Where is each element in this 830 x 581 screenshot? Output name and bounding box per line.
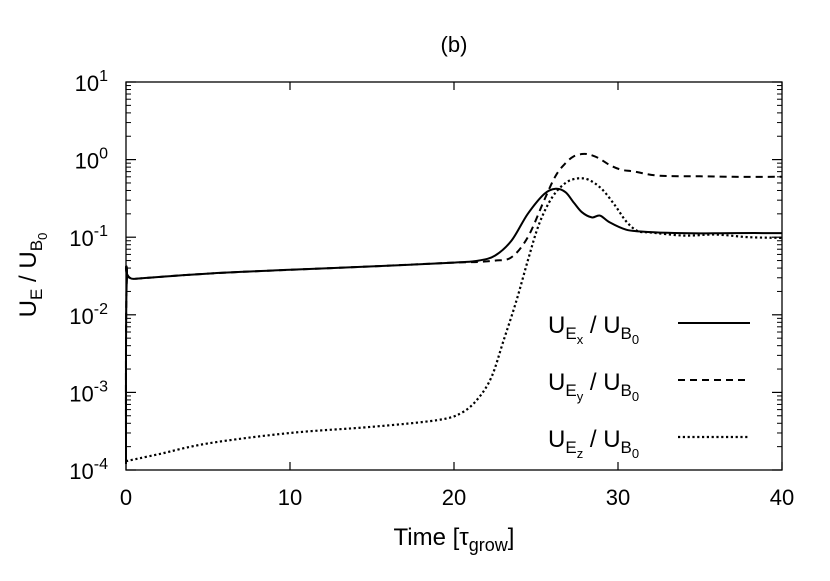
x-axis-label-close: ]: [508, 524, 515, 551]
x-tick-label: 10: [278, 485, 302, 510]
y-axis-label: UE / UB0: [15, 233, 50, 318]
x-tick-label: 40: [770, 485, 794, 510]
legend-label-a-subsub: y: [577, 389, 584, 404]
legend-label-a-subsub: z: [577, 446, 584, 461]
series-line-2: [124, 152, 783, 464]
x-tick-labels: 0 10 20 30 40: [120, 485, 794, 510]
y-axis-label-a: U: [15, 300, 42, 317]
tick-marks: [125, 81, 783, 471]
legend-label-a-sub: E: [565, 381, 576, 400]
y-tick-label-exponent: 0: [99, 146, 108, 163]
legend-label-b-sub: B: [621, 381, 632, 400]
series-layer: [124, 152, 783, 464]
x-axis-label-main: Time [: [394, 524, 460, 551]
y-axis-label-b: U: [15, 251, 42, 268]
legend-label-sep: /: [583, 426, 603, 453]
y-axis-label-b-sub: B: [27, 240, 46, 251]
y-tick-label-exponent: -4: [94, 456, 108, 473]
legend-label-2: UEy / UB0: [548, 369, 639, 404]
y-tick-label-base: 10: [75, 71, 99, 96]
legend-label-b: U: [603, 369, 620, 396]
legend-label-a-subsub: x: [577, 332, 584, 347]
legend-label-a: U: [548, 369, 565, 396]
y-tick-label-exponent: 1: [99, 68, 108, 85]
legend-label-1: UEx / UB0: [548, 312, 639, 347]
legend-label-3: UEz / UB0: [548, 426, 639, 461]
legend-label-a-sub: E: [565, 324, 576, 343]
legend-label-b-subsub: 0: [632, 332, 639, 347]
plot-frame: [125, 81, 783, 471]
legend-label-a: U: [548, 426, 565, 453]
y-axis-label-sep: /: [15, 269, 42, 289]
x-tick-label: 30: [606, 485, 630, 510]
y-tick-label-base: 10: [69, 459, 93, 484]
x-axis-label: Time [τgrow]: [394, 524, 515, 555]
y-tick-label: 10-4: [69, 456, 108, 484]
x-axis-label-sub: grow: [469, 535, 509, 555]
series-line-1: [124, 187, 783, 464]
y-tick-label-base: 10: [69, 381, 93, 406]
y-tick-label: 101: [75, 68, 108, 96]
y-axis-label-b-subsub: 0: [35, 233, 50, 240]
chart-title: (b): [441, 32, 468, 57]
series-line-3: [125, 177, 783, 463]
y-tick-label: 10-3: [69, 378, 108, 406]
legend-label-a: U: [548, 312, 565, 339]
y-axis-label-group: UE / UB0: [15, 233, 50, 318]
y-tick-label-exponent: -3: [94, 378, 108, 395]
legend-label-a-sub: E: [565, 438, 576, 457]
y-tick-label-base: 10: [75, 149, 99, 174]
legend-label-b: U: [603, 312, 620, 339]
y-tick-label: 100: [75, 146, 108, 174]
y-axis-label-a-sub: E: [27, 289, 46, 300]
legend-label-b-subsub: 0: [632, 389, 639, 404]
y-tick-label: 10-1: [69, 223, 108, 251]
x-tick-label: 0: [120, 485, 132, 510]
legend-label-b: U: [603, 426, 620, 453]
legend-label-sep: /: [583, 312, 603, 339]
x-axis-label-symbol: τ: [459, 524, 469, 551]
legend-label-b-subsub: 0: [632, 446, 639, 461]
legend-label-sep: /: [583, 369, 603, 396]
y-tick-label-exponent: -2: [94, 301, 108, 318]
legend-label-b-sub: B: [621, 324, 632, 343]
y-tick-label-exponent: -1: [94, 223, 108, 240]
y-tick-label: 10-2: [69, 301, 108, 329]
x-tick-label: 20: [442, 485, 466, 510]
y-tick-label-base: 10: [69, 304, 93, 329]
legend-label-b-sub: B: [621, 438, 632, 457]
y-tick-label-base: 10: [69, 226, 93, 251]
